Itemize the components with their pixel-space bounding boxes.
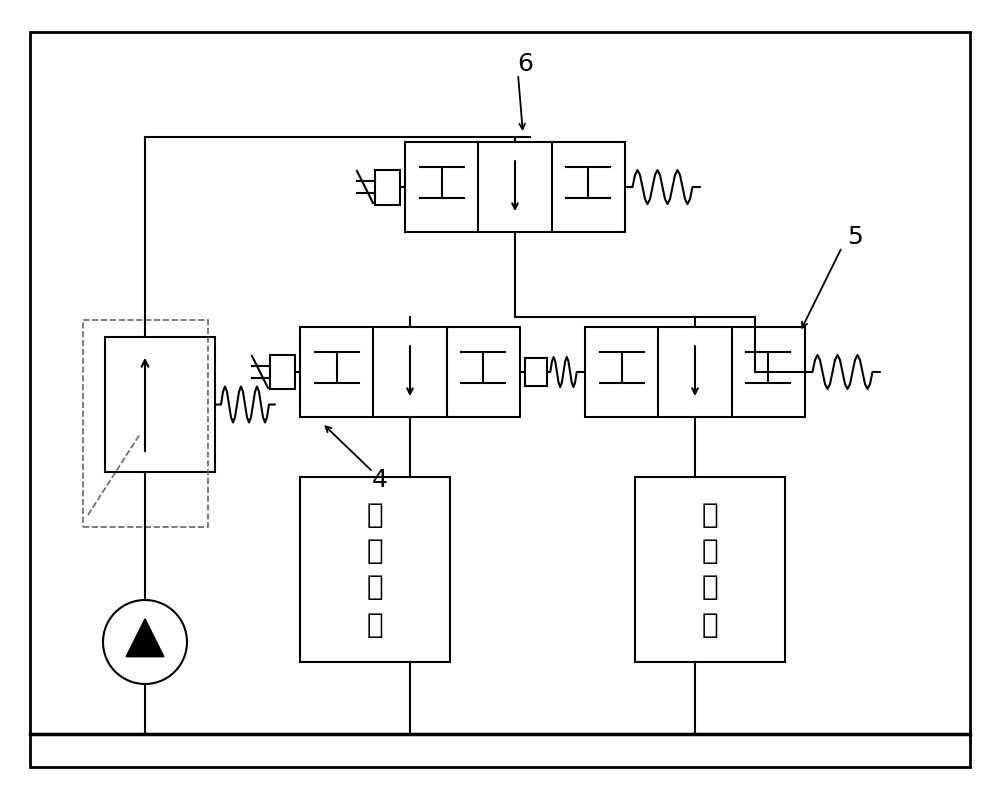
Text: 4: 4 [372, 468, 388, 492]
Text: 侧: 侧 [367, 538, 383, 565]
Text: 5: 5 [847, 225, 863, 249]
Text: 支: 支 [367, 573, 383, 601]
Bar [635, 477, 785, 662]
Text: 6: 6 [517, 52, 533, 76]
Bar [405, 142, 625, 232]
Bar [300, 327, 520, 417]
Bar [105, 337, 215, 472]
Text: 腿: 腿 [702, 611, 718, 638]
Bar [525, 358, 547, 386]
Polygon shape [126, 619, 164, 657]
Text: 右: 右 [702, 501, 718, 528]
Text: 支: 支 [702, 573, 718, 601]
Bar [270, 355, 295, 390]
Bar [300, 477, 450, 662]
Bar [585, 327, 805, 417]
Bar [83, 320, 208, 527]
Bar [375, 169, 400, 204]
Text: 侧: 侧 [702, 538, 718, 565]
Text: 左: 左 [367, 501, 383, 528]
Text: 腿: 腿 [367, 611, 383, 638]
